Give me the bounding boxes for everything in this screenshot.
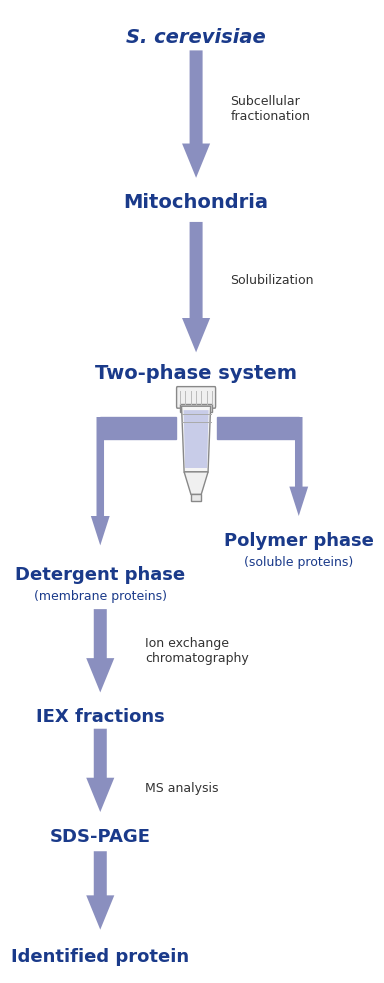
Text: SDS-PAGE: SDS-PAGE [50, 828, 151, 845]
Text: Ion exchange
chromatography: Ion exchange chromatography [145, 637, 248, 665]
Text: MS analysis: MS analysis [145, 782, 218, 795]
Polygon shape [86, 609, 114, 692]
Polygon shape [182, 222, 210, 352]
Bar [180, 404, 212, 412]
Bar [191, 494, 201, 501]
Text: Detergent phase: Detergent phase [15, 566, 185, 584]
Polygon shape [86, 851, 114, 930]
Text: Mitochondria: Mitochondria [124, 193, 268, 211]
Bar [217, 417, 299, 438]
Bar [100, 417, 175, 438]
Polygon shape [91, 417, 110, 546]
Text: Identified protein: Identified protein [11, 949, 189, 966]
Polygon shape [184, 472, 208, 494]
Text: (membrane proteins): (membrane proteins) [34, 590, 167, 603]
Polygon shape [182, 50, 210, 178]
Text: Solubilization: Solubilization [230, 274, 314, 287]
Polygon shape [86, 728, 114, 812]
Polygon shape [289, 417, 308, 516]
Text: Subcellular
fractionation: Subcellular fractionation [230, 95, 310, 123]
Text: Two-phase system: Two-phase system [95, 365, 297, 383]
Text: S. cerevisiae: S. cerevisiae [126, 29, 266, 47]
Text: (soluble proteins): (soluble proteins) [244, 555, 353, 568]
FancyBboxPatch shape [177, 386, 215, 408]
Text: Polymer phase: Polymer phase [224, 532, 374, 549]
Polygon shape [184, 410, 209, 468]
Polygon shape [182, 406, 211, 472]
Text: IEX fractions: IEX fractions [36, 708, 165, 726]
